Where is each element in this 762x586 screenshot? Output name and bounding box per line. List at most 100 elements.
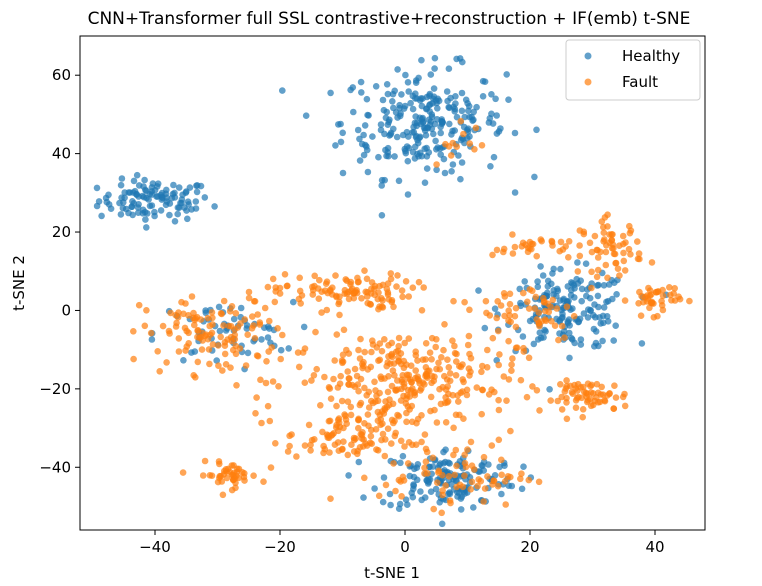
data-point-fault xyxy=(626,222,633,230)
data-point-fault xyxy=(412,367,420,374)
data-point-fault xyxy=(201,457,209,465)
data-point-healthy xyxy=(610,337,617,344)
data-point-fault xyxy=(466,372,473,379)
data-point-fault xyxy=(318,309,325,316)
data-point-healthy xyxy=(380,106,388,114)
data-point-healthy xyxy=(556,317,563,324)
data-point-fault xyxy=(268,344,276,351)
data-point-fault xyxy=(444,383,452,390)
data-point-healthy xyxy=(432,485,440,493)
data-point-healthy xyxy=(560,327,568,335)
data-point-fault xyxy=(466,306,473,314)
data-point-fault xyxy=(208,472,216,480)
data-point-fault xyxy=(423,448,431,456)
x-tick-label: −20 xyxy=(264,538,296,556)
data-point-fault xyxy=(494,482,502,490)
data-point-fault xyxy=(501,478,509,485)
data-point-fault xyxy=(645,284,652,292)
data-point-fault xyxy=(524,248,532,256)
data-point-fault xyxy=(130,355,137,363)
data-point-fault xyxy=(343,346,350,354)
data-point-healthy xyxy=(580,310,588,317)
data-point-fault xyxy=(159,322,167,330)
data-point-fault xyxy=(222,466,230,473)
data-point-fault xyxy=(384,425,392,433)
data-point-fault xyxy=(591,232,599,240)
data-point-healthy xyxy=(461,113,469,121)
data-point-fault xyxy=(579,406,587,413)
data-point-fault xyxy=(175,309,182,316)
data-point-fault xyxy=(353,372,361,380)
data-point-fault xyxy=(332,272,339,279)
data-point-fault xyxy=(359,364,366,372)
data-point-healthy xyxy=(432,137,439,145)
data-point-fault xyxy=(395,476,403,484)
data-point-fault xyxy=(193,313,201,321)
data-point-healthy xyxy=(381,176,389,184)
data-point-fault xyxy=(466,140,474,147)
data-point-fault xyxy=(341,290,349,298)
data-point-fault xyxy=(379,430,387,438)
data-point-fault xyxy=(411,389,418,397)
data-point-healthy xyxy=(363,146,371,154)
data-point-fault xyxy=(500,245,508,253)
data-point-fault xyxy=(467,354,475,362)
data-point-healthy xyxy=(379,96,387,104)
data-point-fault xyxy=(389,367,397,374)
data-point-fault xyxy=(252,410,259,417)
data-point-fault xyxy=(553,305,561,312)
data-point-fault xyxy=(412,348,420,356)
data-point-fault xyxy=(529,383,536,390)
data-point-fault xyxy=(406,393,414,400)
data-point-fault xyxy=(271,298,279,306)
data-point-healthy xyxy=(398,91,405,98)
data-point-fault xyxy=(347,403,355,411)
data-point-fault xyxy=(443,376,451,383)
data-point-fault xyxy=(381,452,389,460)
data-point-fault xyxy=(548,317,555,325)
data-point-fault xyxy=(445,390,452,398)
data-point-fault xyxy=(555,336,562,344)
data-point-healthy xyxy=(480,458,488,466)
data-point-healthy xyxy=(129,198,136,205)
data-point-healthy xyxy=(148,336,156,343)
data-point-healthy xyxy=(440,155,448,163)
data-point-fault xyxy=(257,376,264,384)
data-point-healthy xyxy=(125,209,132,217)
data-point-fault xyxy=(511,312,519,320)
data-point-fault xyxy=(412,441,420,449)
data-point-healthy xyxy=(433,166,440,174)
data-point-fault xyxy=(598,383,605,391)
data-point-healthy xyxy=(530,340,538,348)
data-point-healthy xyxy=(574,259,581,266)
data-point-fault xyxy=(459,483,467,491)
data-point-healthy xyxy=(389,98,396,105)
data-point-fault xyxy=(239,469,246,476)
data-point-fault xyxy=(406,406,414,413)
data-point-healthy xyxy=(141,176,148,184)
data-point-fault xyxy=(378,436,385,444)
data-point-fault xyxy=(452,446,460,454)
data-point-fault xyxy=(322,280,330,288)
data-point-fault xyxy=(403,418,410,426)
data-point-fault xyxy=(217,333,224,341)
data-point-fault xyxy=(344,368,352,375)
data-point-fault xyxy=(643,292,651,299)
data-point-fault xyxy=(334,384,342,391)
data-point-fault xyxy=(376,340,384,347)
data-point-healthy xyxy=(143,224,150,231)
data-point-fault xyxy=(191,321,198,329)
data-point-fault xyxy=(528,240,536,248)
x-tick-label: 0 xyxy=(400,538,410,556)
data-point-fault xyxy=(364,411,372,418)
data-point-healthy xyxy=(201,194,209,201)
data-point-fault xyxy=(355,387,362,395)
data-point-fault xyxy=(379,420,386,428)
data-point-fault xyxy=(227,364,234,372)
data-point-fault xyxy=(537,236,545,243)
x-axis-label: t-SNE 1 xyxy=(364,564,420,582)
data-point-fault xyxy=(619,393,627,401)
data-point-healthy xyxy=(568,286,575,294)
data-point-fault xyxy=(506,312,513,319)
data-point-fault xyxy=(387,360,394,368)
